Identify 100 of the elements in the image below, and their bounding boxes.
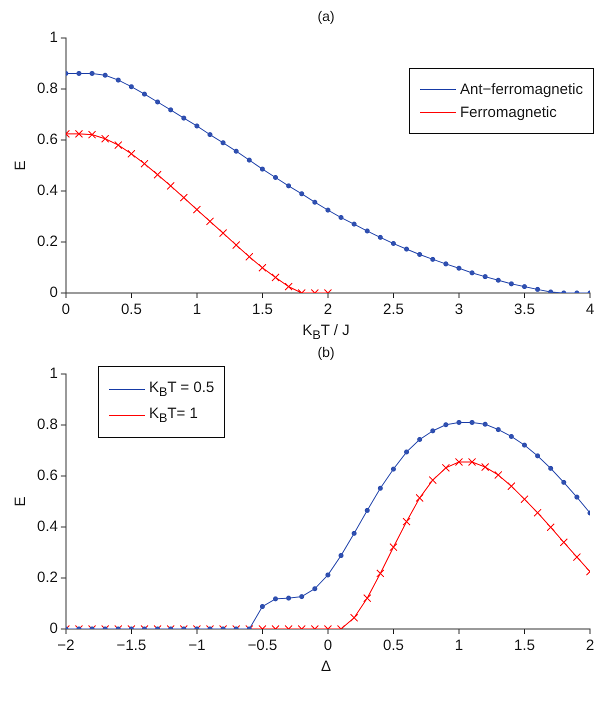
point <box>273 596 278 602</box>
point <box>142 92 147 97</box>
point <box>481 463 490 472</box>
x-tick-label: 1.5 <box>514 637 535 654</box>
point <box>548 466 554 471</box>
legend-label: Ferromagnetic <box>460 104 557 121</box>
x-tick-label: 3 <box>454 301 464 318</box>
point <box>535 453 540 458</box>
x-tick-label: −1 <box>188 637 206 654</box>
point <box>74 130 83 138</box>
point <box>154 170 162 179</box>
point <box>232 241 240 250</box>
point <box>284 282 293 291</box>
x-tick-label: −0.5 <box>248 637 278 654</box>
point <box>574 494 580 500</box>
x-tick-label: 2 <box>324 301 332 318</box>
point <box>390 466 396 472</box>
point <box>258 264 266 272</box>
point <box>443 261 448 266</box>
point <box>546 523 555 532</box>
point <box>194 123 200 128</box>
y-tick-label: 0.8 <box>36 80 58 98</box>
point <box>352 222 357 227</box>
point <box>572 553 581 562</box>
point <box>350 614 358 622</box>
point <box>260 604 265 610</box>
point <box>155 100 160 105</box>
point <box>454 458 463 466</box>
point <box>140 160 149 168</box>
point <box>417 437 422 442</box>
point <box>522 442 527 448</box>
point <box>127 150 136 158</box>
point <box>430 428 436 434</box>
legend-label: K$_{B}$T = 0.5 <box>149 379 214 399</box>
y-tick-label: 0.8 <box>36 416 58 434</box>
x-tick-label: 1 <box>454 637 464 654</box>
point <box>470 270 475 276</box>
point <box>402 518 411 526</box>
point <box>378 486 383 491</box>
x-tick-label: 1.5 <box>252 301 273 318</box>
x-axis-title: Δ <box>320 658 332 677</box>
point <box>260 166 265 172</box>
x-tick-label: 0 <box>324 637 332 654</box>
point <box>245 252 254 261</box>
point <box>364 508 370 513</box>
point <box>181 116 186 121</box>
point <box>404 246 410 252</box>
y-tick-label: 1 <box>50 365 58 382</box>
point <box>128 84 134 90</box>
point <box>468 458 476 466</box>
y-tick-label: 1 <box>50 29 58 46</box>
point <box>522 284 527 290</box>
point <box>456 420 462 425</box>
point <box>271 273 280 282</box>
y-tick-label: 0.4 <box>36 182 58 200</box>
point <box>325 208 330 213</box>
point <box>192 206 201 214</box>
point <box>364 228 370 234</box>
x-tick-label: 0.5 <box>383 637 404 654</box>
x-tick-label: 4 <box>586 301 594 318</box>
y-tick-label: 0.6 <box>36 467 58 484</box>
point <box>180 194 188 202</box>
point <box>325 572 330 578</box>
point <box>76 70 82 76</box>
point <box>428 476 437 484</box>
point <box>219 229 228 238</box>
point <box>430 256 436 262</box>
point <box>443 422 448 428</box>
legend-label: K$_{B}$T= 1 <box>149 405 198 425</box>
y-tick-label: 0.2 <box>36 233 58 250</box>
point <box>206 217 214 226</box>
point <box>404 450 410 455</box>
point <box>116 78 121 83</box>
point <box>101 134 110 143</box>
point <box>378 234 383 240</box>
point <box>312 200 318 205</box>
legend-label: Ant−ferromagnetic <box>460 81 583 98</box>
y-tick-label: 0 <box>50 620 58 638</box>
point <box>220 140 226 146</box>
point <box>508 434 514 439</box>
point <box>90 70 95 76</box>
x-axis-title: K$_{B}$T / J <box>301 322 351 344</box>
point <box>561 480 566 485</box>
point <box>496 278 501 283</box>
point <box>88 130 96 139</box>
point <box>114 141 122 150</box>
chart-title: (a) <box>316 8 336 26</box>
point <box>494 470 502 480</box>
point <box>482 274 488 280</box>
x-tick-label: −2 <box>57 637 74 654</box>
point <box>508 281 514 286</box>
x-tick-label: 2.5 <box>383 301 404 318</box>
y-tick-label: 0 <box>50 284 58 302</box>
point <box>363 594 372 602</box>
point <box>299 594 304 600</box>
point <box>166 182 175 190</box>
point <box>417 252 422 257</box>
point <box>442 464 450 472</box>
y-tick-label: 0.6 <box>36 131 58 148</box>
point <box>534 508 542 517</box>
